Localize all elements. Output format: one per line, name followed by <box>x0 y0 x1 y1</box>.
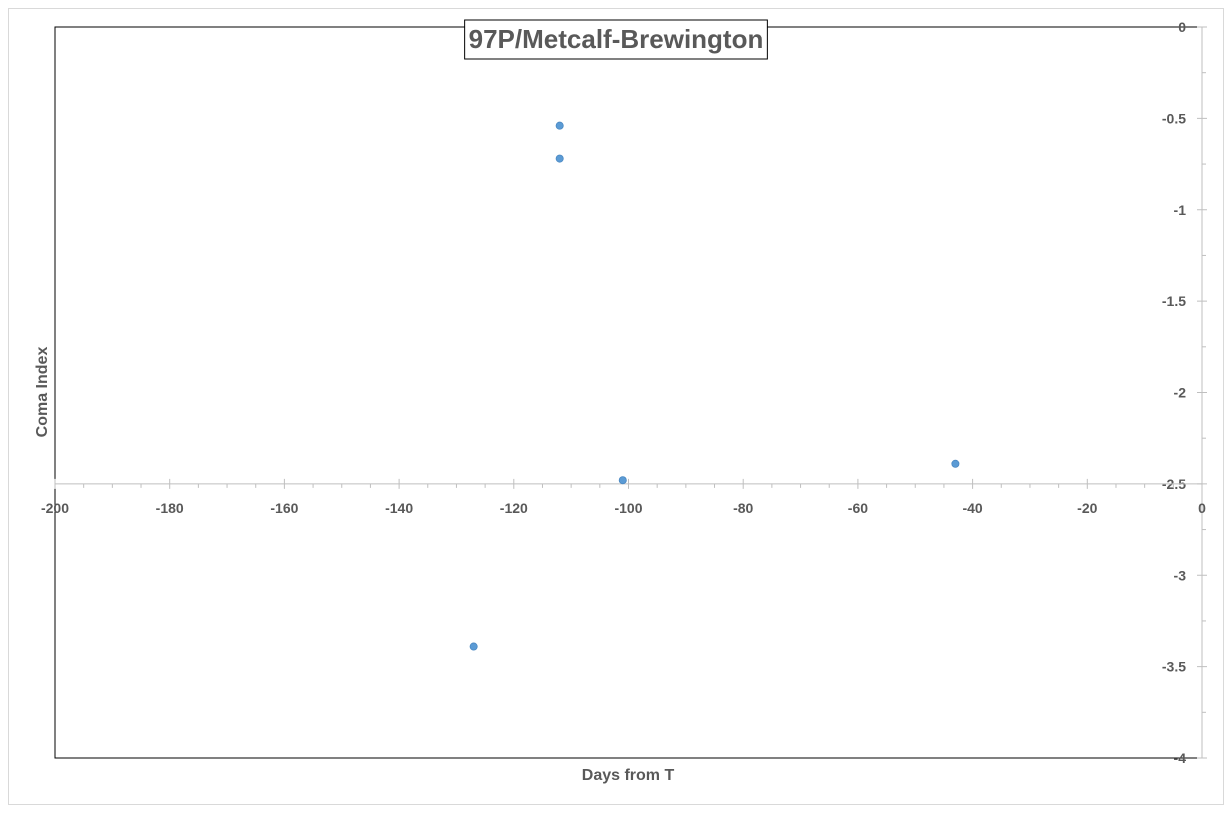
y-tick-label: -4 <box>1174 750 1187 766</box>
x-axis: -200 -180 -160 -140 -120 -100 -80 -60 -40 -20 0 <box>41 478 1206 516</box>
chart-title-box: 97P/Metcalf-Brewington <box>464 19 768 60</box>
x-tick-label: -140 <box>385 500 413 516</box>
y-tick-label: -1 <box>1174 202 1187 218</box>
y-tick-label: -3 <box>1174 567 1187 583</box>
y-tick-label: -1.5 <box>1162 293 1186 309</box>
data-point <box>555 154 564 163</box>
x-tick-label: -100 <box>614 500 642 516</box>
data-point <box>555 121 564 130</box>
y-tick-label: -0.5 <box>1162 110 1186 126</box>
data-points <box>469 121 960 651</box>
x-tick-label: -60 <box>848 500 868 516</box>
x-tick-label: 0 <box>1198 500 1206 516</box>
x-tick-label: -20 <box>1077 500 1097 516</box>
data-point <box>618 476 627 485</box>
data-point <box>951 459 960 468</box>
x-tick-label: -160 <box>270 500 298 516</box>
x-tick-label: -180 <box>156 500 184 516</box>
data-point <box>469 642 478 651</box>
plot-area <box>54 26 1203 759</box>
y-tick-label: -2 <box>1174 385 1187 401</box>
x-tick-label: -200 <box>41 500 69 516</box>
y-tick-label: 0 <box>1178 19 1186 35</box>
x-tick-label: -80 <box>733 500 753 516</box>
chart-title: 97P/Metcalf-Brewington <box>469 24 764 54</box>
y-tick-label: -3.5 <box>1162 659 1186 675</box>
x-tick-label: -40 <box>962 500 982 516</box>
y-axis-title: Coma Index <box>34 347 51 438</box>
x-axis-title: Days from T <box>582 767 675 784</box>
x-tick-label: -120 <box>500 500 528 516</box>
